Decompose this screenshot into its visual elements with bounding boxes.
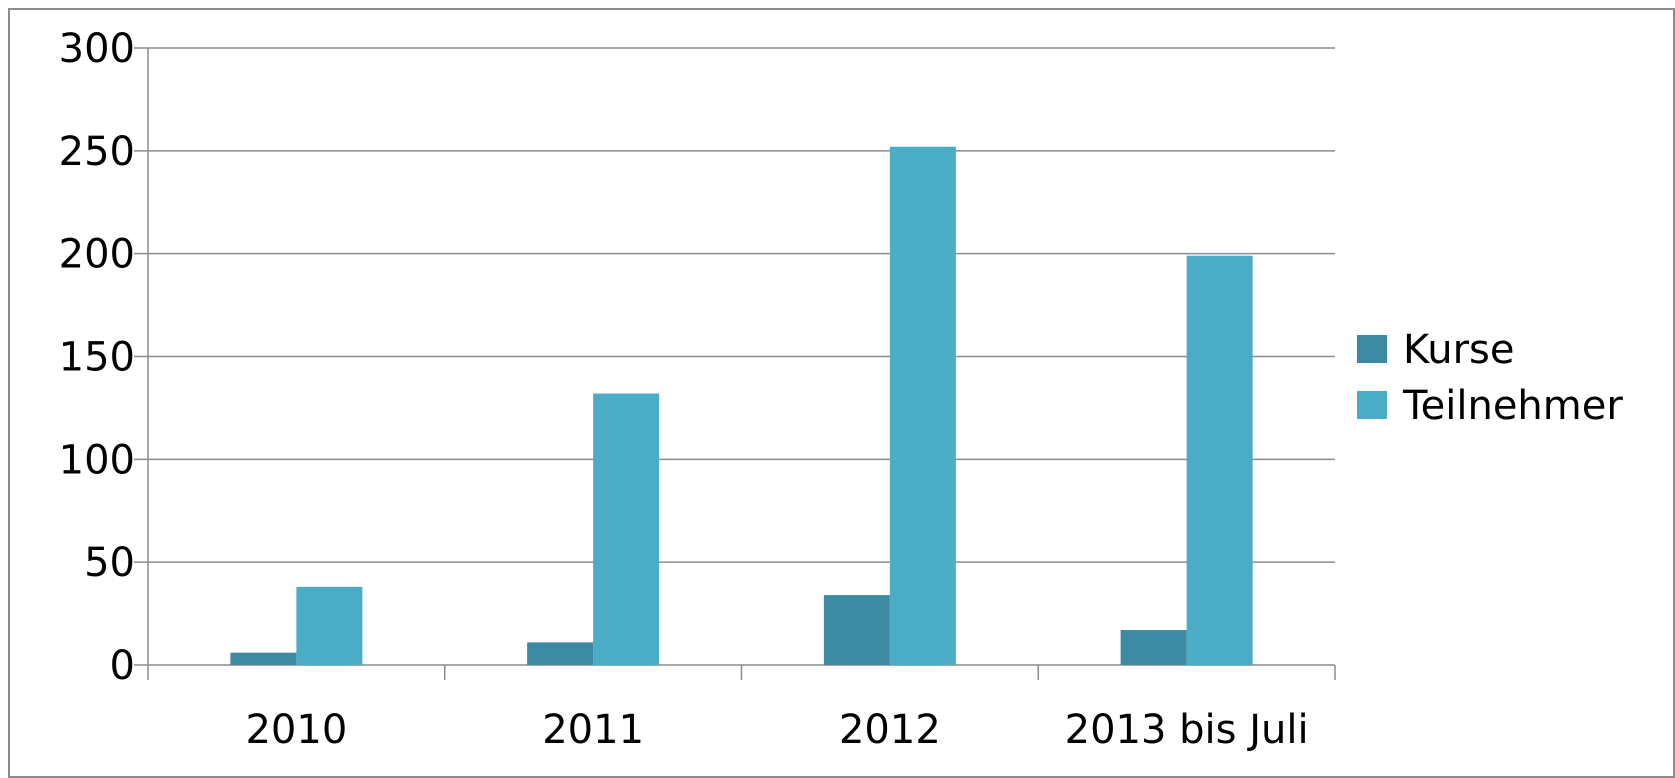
y-tick-label: 200: [59, 232, 135, 278]
legend-label-kurse: Kurse: [1403, 327, 1514, 373]
y-axis-ticks: 0 50 100 150 200 250 300: [59, 26, 135, 689]
bar-kurse-3: [1120, 630, 1187, 665]
x-category-label: 2013 bis Juli: [1065, 707, 1309, 753]
bar-teilnehmer-0: [296, 586, 363, 665]
bar-kurse-1: [527, 642, 594, 665]
y-tick-label: 250: [59, 129, 135, 175]
legend: Kurse Teilnehmer: [1357, 327, 1623, 429]
legend-label-teilnehmer: Teilnehmer: [1402, 383, 1623, 429]
bars: [230, 146, 1253, 666]
x-category-label: 2010: [245, 707, 347, 753]
y-tick-label: 0: [110, 643, 135, 689]
bar-teilnehmer-2: [889, 146, 956, 666]
bar-kurse-2: [823, 595, 890, 665]
y-tick-label: 50: [84, 540, 135, 586]
bar-teilnehmer-3: [1186, 255, 1253, 665]
x-category-label: 2011: [542, 707, 644, 753]
bar-kurse-0: [230, 652, 297, 665]
legend-swatch-teilnehmer: [1357, 391, 1387, 419]
y-tick-label: 100: [59, 437, 135, 483]
gridlines: [134, 47, 1335, 563]
y-tick-label: 150: [59, 335, 135, 381]
axes: [134, 48, 1336, 680]
legend-swatch-kurse: [1357, 335, 1387, 363]
y-tick-label: 300: [59, 26, 135, 72]
x-category-label: 2012: [839, 707, 941, 753]
x-axis-categories: 2010 2011 2012 2013 bis Juli: [245, 707, 1308, 753]
bar-teilnehmer-1: [593, 393, 660, 665]
